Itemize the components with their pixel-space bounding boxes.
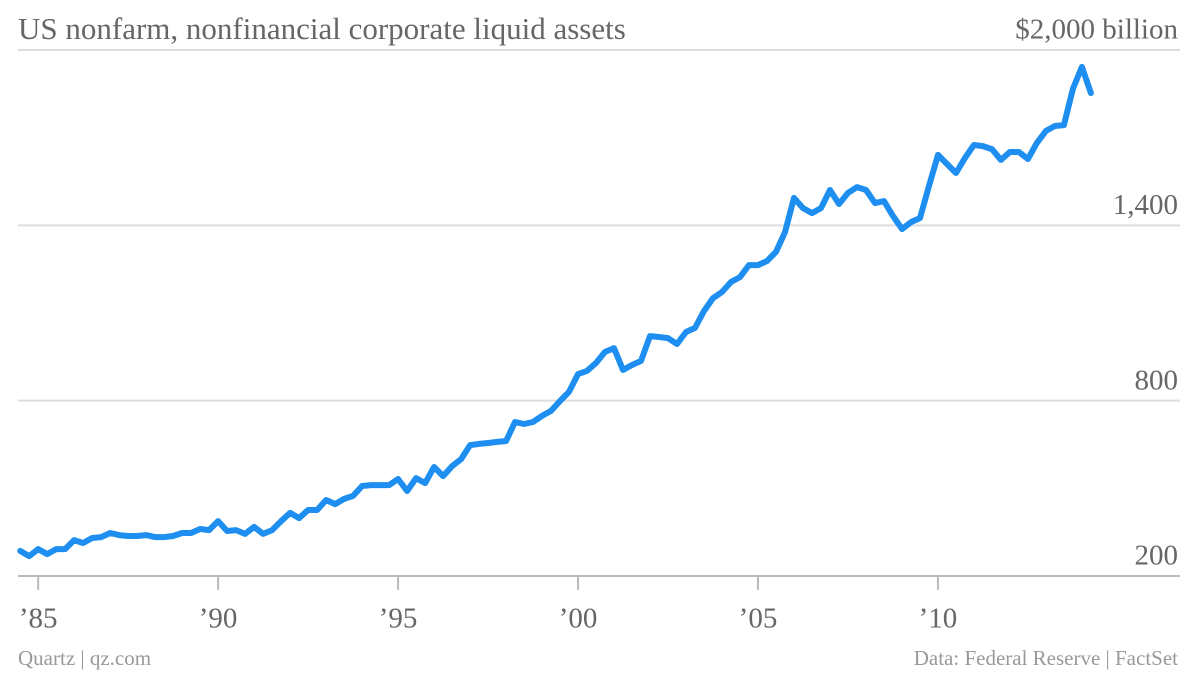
x-tick-label: ’05 — [739, 603, 778, 635]
x-tick-label: ’85 — [19, 603, 58, 635]
source: Data: Federal Reserve | FactSet — [914, 646, 1178, 670]
y-tick-label: 200 — [1135, 540, 1179, 572]
y-tick-label: 800 — [1135, 364, 1179, 396]
x-tick-label: ’00 — [559, 603, 598, 635]
chart-title: US nonfarm, nonfinancial corporate liqui… — [18, 11, 626, 46]
x-tick-label: ’90 — [199, 603, 238, 635]
credit: Quartz | qz.com — [18, 646, 151, 670]
x-tick-label: ’95 — [379, 603, 418, 635]
data-line — [17, 63, 1094, 560]
y-tick-label: $2,000 billion — [1015, 14, 1178, 46]
y-tick-label: 1,400 — [1113, 189, 1178, 221]
x-tick-label: ’10 — [919, 603, 958, 635]
